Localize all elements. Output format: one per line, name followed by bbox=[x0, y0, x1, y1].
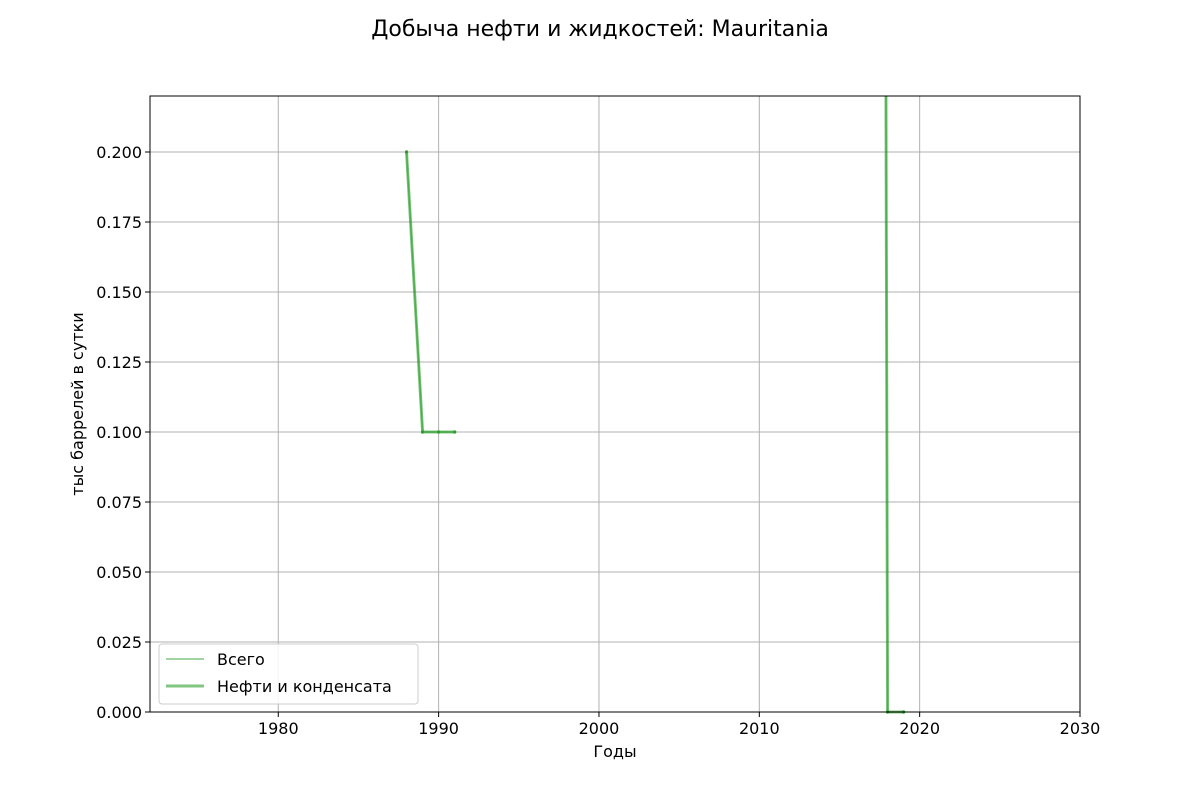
chart-title: Добыча нефти и жидкостей: Mauritania bbox=[371, 17, 829, 42]
x-axis-label: Годы bbox=[593, 742, 636, 761]
data-point bbox=[420, 430, 425, 434]
series-line-1 bbox=[884, 95, 904, 714]
legend-label-oil-condensate: Нефти и конденсата bbox=[217, 677, 392, 696]
data-point bbox=[453, 430, 457, 434]
x-tick-label: 2000 bbox=[579, 719, 620, 738]
y-tick-label: 0.000 bbox=[96, 703, 142, 722]
y-tick-label: 0.200 bbox=[96, 143, 142, 162]
y-tick-label: 0.175 bbox=[96, 213, 142, 232]
series-line-1 bbox=[405, 151, 455, 434]
x-tick-label: 2010 bbox=[739, 719, 780, 738]
y-axis-label: тыс баррелей в сутки bbox=[68, 312, 87, 495]
x-tick-label: 2020 bbox=[899, 719, 940, 738]
x-tick-label: 2030 bbox=[1060, 719, 1101, 738]
plot-frame bbox=[149, 95, 1081, 713]
y-tick-label: 0.125 bbox=[96, 353, 142, 372]
x-tick-label: 1990 bbox=[418, 719, 459, 738]
legend-label-total: Всего bbox=[217, 650, 265, 669]
series-layer bbox=[404, 95, 906, 714]
y-tick-label: 0.100 bbox=[96, 423, 142, 442]
legend: Всего Нефти и конденсата bbox=[158, 643, 419, 705]
x-axis: 1980 1990 2000 2010 2020 2030 bbox=[258, 712, 1100, 738]
y-tick-label: 0.075 bbox=[96, 493, 142, 512]
legend-box bbox=[158, 643, 419, 705]
y-tick-label: 0.150 bbox=[96, 283, 142, 302]
y-tick-label: 0.025 bbox=[96, 633, 142, 652]
data-point bbox=[437, 430, 441, 434]
y-axis: 0.000 0.025 0.050 0.075 0.100 0.125 0.150 0.175… bbox=[96, 143, 150, 722]
x-tick-label: 1980 bbox=[258, 719, 299, 738]
data-point bbox=[404, 150, 409, 154]
grid bbox=[150, 96, 1081, 713]
y-tick-label: 0.050 bbox=[96, 563, 142, 582]
